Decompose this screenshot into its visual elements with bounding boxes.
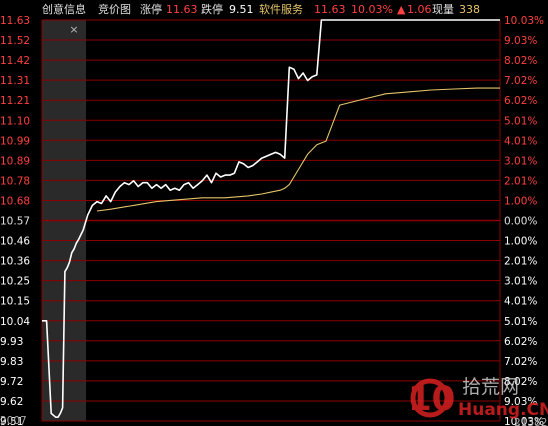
y-tick-label-right: 7.02% [504, 356, 537, 368]
y-tick-label-right: 8.02% [504, 55, 537, 67]
y-tick-label-right: 6.02% [504, 95, 537, 107]
footer-left-fragment: 2007 [0, 415, 27, 426]
y-tick-label: 10.78 [0, 175, 30, 187]
current-price: 11.63 [314, 3, 346, 16]
change-amount: 1.06 [407, 3, 432, 16]
y-tick-label: 10.46 [0, 236, 30, 248]
y-tick-label-right: 4.01% [504, 135, 537, 147]
close-icon[interactable]: × [69, 23, 78, 36]
y-tick-label-right: 9.03% [504, 35, 537, 47]
y-tick-label-right: 1.00% [504, 236, 537, 248]
change-percent: 10.03% [351, 3, 393, 16]
watermark-digits: 10 [408, 379, 455, 419]
limit-down-value: 9.51 [229, 3, 254, 16]
volume-label: 现量 [432, 3, 454, 16]
footer-right-fragment: 21382 [514, 417, 547, 426]
sector-name: 软件服务 [259, 3, 303, 16]
y-axis-left: 11.63 11.52 11.42 11.31 11.21 11.10 10.99 10.89… [0, 15, 30, 426]
y-tick-label-right: 10.03% [504, 15, 544, 27]
y-tick-label-right: 10.03% [504, 416, 544, 426]
price-line [42, 19, 500, 419]
watermark: 10 拾荒网 Huang.CN [408, 376, 548, 420]
y-tick-label-right: 8.02% [504, 376, 537, 388]
y-tick-label: 9.51 [0, 416, 23, 426]
y-tick-label: 9.93 [0, 336, 23, 348]
y-tick-label: 11.10 [0, 115, 30, 127]
y-tick-label-right: 0.00% [504, 216, 537, 228]
y-tick-label: 10.57 [0, 216, 30, 228]
watermark-cn-text: 拾荒网 [462, 376, 519, 398]
y-tick-label: 11.42 [0, 55, 30, 67]
y-tick-label: 9.72 [0, 376, 23, 388]
y-tick-label: 10.36 [0, 256, 30, 268]
y-tick-label: 9.83 [0, 356, 23, 368]
y-tick-label-right: 6.02% [504, 336, 537, 348]
y-tick-label-right: 3.01% [504, 276, 537, 288]
y-tick-label-right: 4.01% [504, 296, 537, 308]
grid [41, 19, 501, 422]
watermark-logo-icon [410, 378, 450, 418]
y-tick-label: 10.15 [0, 296, 30, 308]
y-tick-label: 10.99 [0, 135, 30, 147]
y-tick-label: 10.25 [0, 276, 30, 288]
limit-down-label: 跌停 [201, 3, 223, 16]
chart-header: 创意信息 竞价图 涨停 11.63 跌停 9.51 软件服务 11.63 10.… [0, 0, 548, 20]
y-tick-label: 11.63 [0, 15, 30, 27]
y-tick-label-right: 5.01% [504, 115, 537, 127]
y-tick-label-right: 2.01% [504, 175, 537, 187]
limit-up-value: 11.63 [166, 3, 198, 16]
average-price-line [96, 87, 500, 212]
y-tick-label: 11.31 [0, 75, 30, 87]
y-tick-label-right: 9.03% [504, 396, 537, 408]
y-tick-label-right: 2.01% [504, 256, 537, 268]
watermark-domain: Huang.CN [458, 400, 548, 420]
volume-value: 338 [459, 3, 480, 16]
y-tick-label: 10.89 [0, 155, 30, 167]
series-layer [42, 19, 500, 419]
y-tick-label-right: 1.00% [504, 195, 537, 207]
y-tick-label: 10.68 [0, 195, 30, 207]
y-tick-label: 10.04 [0, 316, 30, 328]
y-tick-label: 11.52 [0, 35, 30, 47]
stock-name: 创意信息 [42, 3, 86, 16]
y-tick-label: 9.62 [0, 396, 23, 408]
chart-kind-label: 竞价图 [98, 3, 131, 16]
y-tick-label: 11.21 [0, 95, 30, 107]
y-tick-label-right: 5.01% [504, 316, 537, 328]
y-tick-label-right: 7.02% [504, 75, 537, 87]
limit-up-label: 涨停 [140, 3, 162, 16]
change-arrow-icon: ▲ [397, 3, 406, 16]
y-axis-right: 10.03% 9.03% 8.02% 7.02% 6.02% 5.01% 4.01% 3.01… [504, 15, 544, 426]
y-tick-label-right: 3.01% [504, 155, 537, 167]
